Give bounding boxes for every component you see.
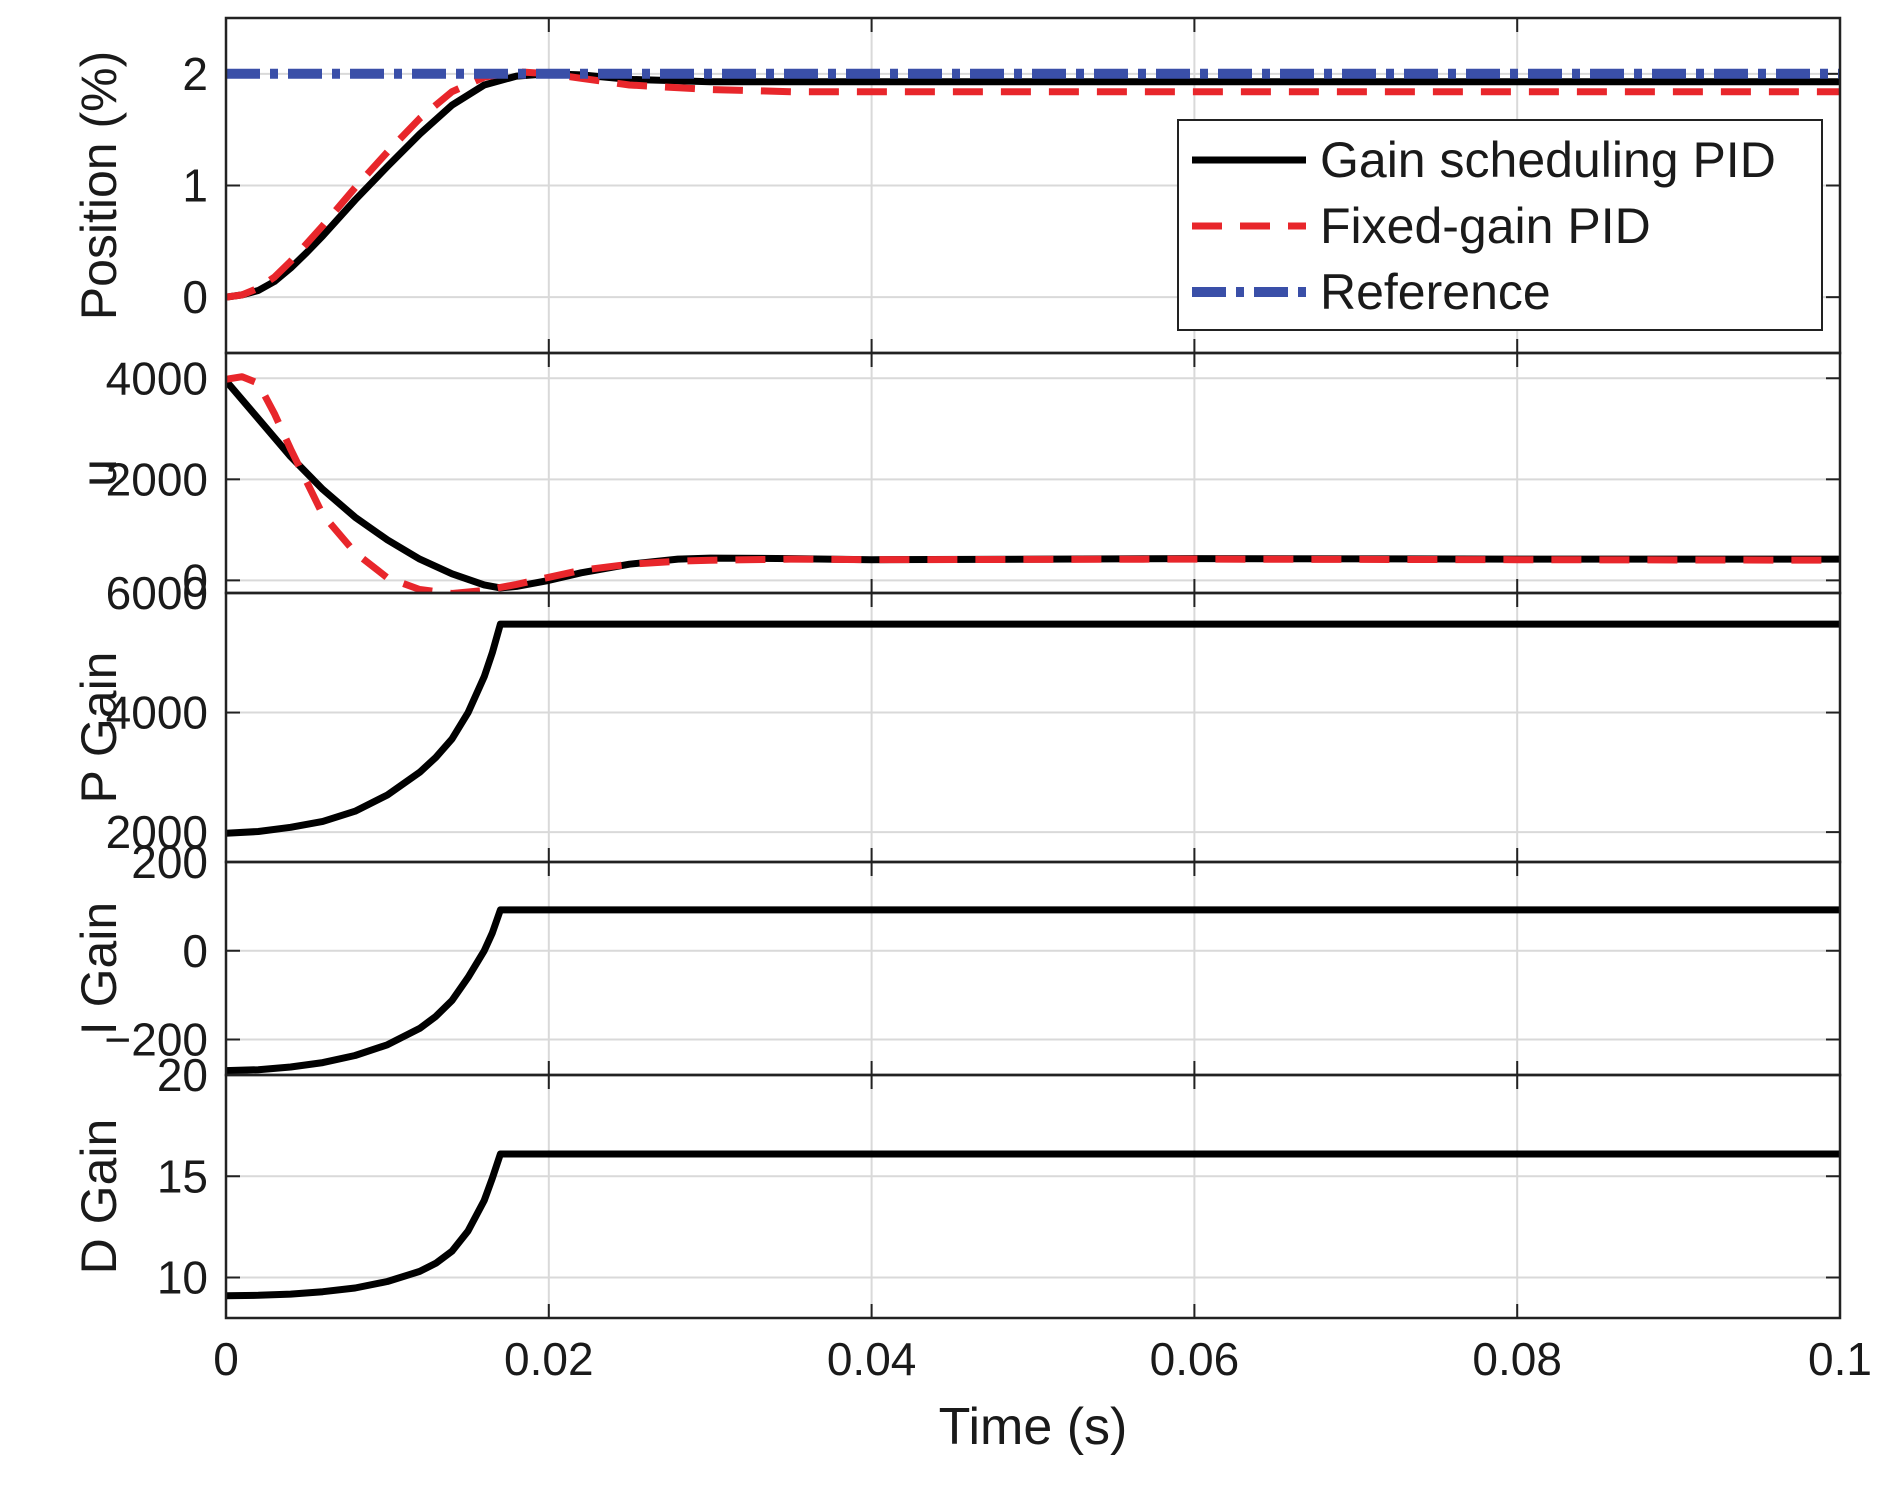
panel-2: 2000 4000 6000 P Gain <box>71 567 1842 864</box>
x-tick-label: 0.1 <box>1808 1333 1872 1385</box>
y-tick-label: 10 <box>157 1252 208 1304</box>
y-tick-label: 2000 <box>106 453 208 505</box>
panel-4: 10 15 20 D Gain <box>71 1049 1842 1320</box>
y-axis-label: P Gain <box>71 652 127 804</box>
x-tick-label: 0.08 <box>1472 1333 1562 1385</box>
panel-0: 0 1 2 Position (%) <box>71 16 1842 355</box>
y-tick-label: −200 <box>104 1014 208 1066</box>
panel-frame <box>224 1073 1842 1320</box>
x-axis-label: Time (s) <box>939 1398 1128 1456</box>
x-tick-label: 0 <box>213 1333 239 1385</box>
y-tick-label: 0 <box>182 554 208 606</box>
y-tick-label: 2 <box>182 48 208 100</box>
legend-label-fixed-gain: Fixed-gain PID <box>1320 198 1651 254</box>
y-tick-label: 15 <box>157 1150 208 1202</box>
y-axis-label: I Gain <box>71 902 127 1035</box>
series-line-gain-scheduling <box>226 1150 1840 1300</box>
y-tick-label: 0 <box>182 925 208 977</box>
y-tick-label: 4000 <box>106 687 208 739</box>
panel-frame <box>224 860 1842 1077</box>
legend-label-reference: Reference <box>1320 264 1551 320</box>
series-line-gain-scheduling <box>226 70 1840 301</box>
y-axis-label: D Gain <box>71 1119 127 1275</box>
y-axis-label: Position (%) <box>71 51 127 321</box>
x-tick-label: 0.04 <box>827 1333 917 1385</box>
x-tick-label: 0.02 <box>504 1333 594 1385</box>
series-line-fixed-gain <box>226 68 1840 301</box>
x-axis: 0 0.02 0.04 0.06 0.08 0.1 Time (s) <box>213 1333 1872 1456</box>
chart-legend: Gain scheduling PID Fixed-gain PID Referen… <box>1177 119 1823 331</box>
series-line-gain-scheduling <box>226 906 1840 1075</box>
x-tick-label: 0.06 <box>1150 1333 1240 1385</box>
y-tick-label: 1 <box>182 160 208 212</box>
legend-label-gain-scheduling: Gain scheduling PID <box>1320 132 1776 188</box>
y-tick-label: 4000 <box>106 352 208 404</box>
y-tick-label: 200 <box>131 836 208 888</box>
panel-1: 0 2000 4000 u <box>71 351 1842 606</box>
series-line-gain-scheduling <box>226 620 1840 837</box>
y-tick-label: 0 <box>182 271 208 323</box>
y-tick-label: 6000 <box>106 567 208 619</box>
panel-frame <box>224 591 1842 864</box>
y-axis-label: u <box>71 459 127 487</box>
y-tick-label: 20 <box>157 1049 208 1101</box>
y-tick-label: 2000 <box>106 806 208 858</box>
